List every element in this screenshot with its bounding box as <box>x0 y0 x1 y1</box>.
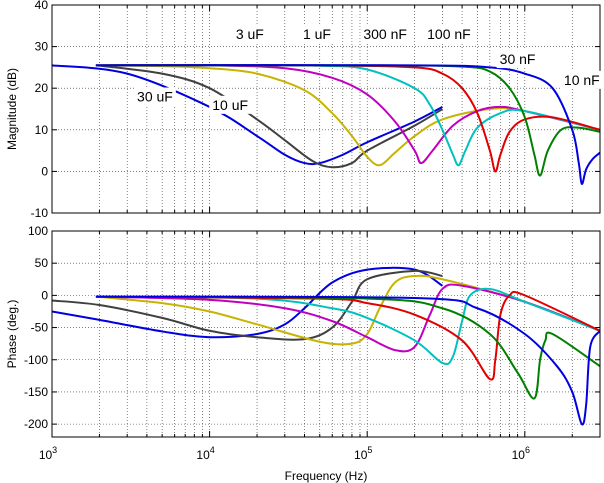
annotation-bg <box>134 87 176 106</box>
axes-frame <box>51 230 601 438</box>
series-line-1 <box>95 64 443 169</box>
annotation-bg <box>299 25 334 44</box>
series-line-3 <box>95 64 600 165</box>
axes-frame <box>51 4 601 214</box>
curve-annotation: 10 nF <box>564 72 600 88</box>
y-tick-label: -50 <box>31 321 49 335</box>
y-tick-label: -100 <box>24 353 48 367</box>
x-tick-label: 105 <box>354 445 372 462</box>
annotation-bg <box>360 25 410 44</box>
magnitude-panel: -10 0 10 20 30 40 Magnitude (dB) 3 uF 1 uF 300 nF… <box>5 0 603 220</box>
series-line-1 <box>52 269 443 341</box>
y-tick-label: 20 <box>35 81 49 95</box>
curve-annotation: 1 uF <box>303 26 331 42</box>
series-line-0 <box>52 64 443 166</box>
annotation-bg <box>560 70 603 89</box>
series-group <box>52 64 600 185</box>
curve-annotation: 30 nF <box>500 51 536 67</box>
y-tick-label: 0 <box>41 288 48 302</box>
series-group <box>52 266 600 426</box>
y-tick-label: 40 <box>35 0 49 12</box>
series-line-2 <box>95 274 600 346</box>
annotation-bg <box>232 25 267 44</box>
series-line-3 <box>95 283 600 353</box>
x-axis-label: Frequency (Hz) <box>285 469 368 483</box>
curve-annotation: 3 uF <box>236 26 264 42</box>
y-tick-label: 0 <box>41 164 48 178</box>
series-line-7 <box>95 64 600 185</box>
phase-panel: -200 -150 -100 -50 0 50 100 Phase (deg.) 103 104 1… <box>5 224 601 483</box>
y-axis-label: Phase (deg.) <box>5 300 19 369</box>
annotation-bg <box>424 25 474 44</box>
y-tick-label: 30 <box>35 40 49 54</box>
y-tick-label: -200 <box>24 417 48 431</box>
annotation-bg <box>496 50 539 69</box>
y-tick-label: -10 <box>31 206 49 220</box>
series-line-4 <box>95 287 600 366</box>
y-axis-label: Magnitude (dB) <box>5 68 19 150</box>
y-tick-label: 50 <box>35 256 49 270</box>
curve-annotation: 100 nF <box>427 26 471 42</box>
x-tick-label: 103 <box>39 445 57 462</box>
curve-annotation: 300 nF <box>363 26 407 42</box>
grid <box>51 230 601 437</box>
curve-annotation: 10 uF <box>212 97 248 113</box>
x-tick-label: 104 <box>196 445 214 462</box>
series-line-0 <box>52 266 443 339</box>
curve-annotation: 30 uF <box>137 89 173 105</box>
y-tick-label: 10 <box>35 123 49 137</box>
x-tick-label: 106 <box>512 445 530 462</box>
series-line-6 <box>95 295 600 400</box>
y-tick-label: 100 <box>28 224 48 238</box>
y-tick-label: -150 <box>24 385 48 399</box>
series-line-7 <box>95 295 600 426</box>
annotation-bg <box>209 95 252 114</box>
